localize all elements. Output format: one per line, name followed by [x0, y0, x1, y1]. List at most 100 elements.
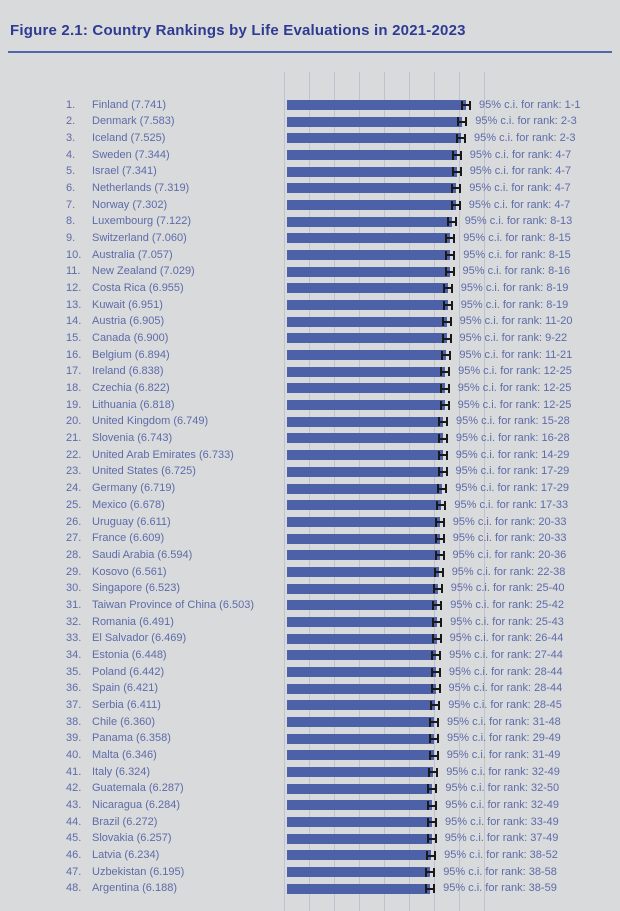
error-bar: [426, 851, 437, 861]
error-bar: [430, 700, 441, 710]
score-bar: [287, 566, 439, 577]
country-score-label: United Arab Emirates (6.733): [92, 448, 234, 461]
ci-rank-label: 95% c.i. for rank: 12-25: [457, 382, 572, 395]
score-bar: [287, 416, 443, 427]
ci-rank-label: 95% c.i. for rank: 38-52: [444, 849, 558, 862]
ci-rank-label: 95% c.i. for rank: 28-44: [448, 665, 563, 678]
error-bar: [451, 183, 462, 193]
error-bar: [432, 584, 443, 594]
score-bar: [287, 550, 440, 561]
country-score-label: Costa Rica (6.955): [92, 281, 184, 294]
country-score-label: Canada (6.900): [92, 332, 169, 345]
country-score-label: Italy (6.324): [92, 765, 151, 778]
ci-rank-label: 95% c.i. for rank: 32-50: [445, 782, 560, 795]
country-score-label: Australia (7.057): [92, 248, 173, 261]
chart-row: 23. United States (6.725) 95% c.i. for ran…: [0, 463, 620, 480]
error-bar: [430, 667, 441, 677]
country-score-label: Luxembourg (7.122): [92, 215, 192, 228]
rank-label: 19.: [66, 398, 82, 411]
score-bar: [287, 450, 443, 461]
chart-row: 48. Argentina (6.188) 95% c.i. for rank: 3…: [0, 880, 620, 897]
error-bar: [438, 417, 448, 427]
chart-row: 21. Slovenia (6.743) 95% c.i. for rank: 16…: [0, 430, 620, 447]
country-score-label: Sweden (7.344): [92, 148, 170, 161]
country-score-label: Spain (6.421): [92, 682, 159, 695]
score-bar: [287, 717, 434, 728]
chart-row: 15. Canada (6.900) 95% c.i. for rank: 9-22: [0, 330, 620, 347]
score-bar: [287, 300, 448, 311]
score-bar: [287, 199, 456, 210]
rank-label: 35.: [66, 665, 82, 678]
error-bar: [441, 350, 452, 360]
score-bar: [287, 333, 447, 344]
country-score-label: Germany (6.719): [92, 482, 176, 495]
score-bar: [287, 466, 443, 477]
country-score-label: Poland (6.442): [92, 665, 165, 678]
error-bar: [446, 217, 457, 227]
chart-row: 41. Italy (6.324) 95% c.i. for rank: 32-49: [0, 764, 620, 781]
figure-title: Figure 2.1: Country Rankings by Life Eva…: [10, 22, 466, 39]
chart-row: 20. United Kingdom (6.749) 95% c.i. for ra…: [0, 413, 620, 430]
score-bar: [287, 750, 434, 761]
error-bar: [429, 734, 439, 744]
score-bar: [287, 483, 443, 494]
chart-row: 44. Brazil (6.272) 95% c.i. for rank: 33-4…: [0, 814, 620, 831]
ci-rank-label: 95% c.i. for rank: 4-7: [468, 198, 571, 211]
score-bar: [287, 283, 448, 294]
ci-rank-label: 95% c.i. for rank: 32-49: [446, 765, 560, 778]
gridline: [459, 72, 460, 911]
score-bar: [287, 850, 432, 861]
title-divider: [8, 51, 612, 53]
score-bar: [287, 616, 438, 627]
country-score-label: Malta (6.346): [92, 749, 157, 762]
error-bar: [433, 567, 444, 577]
error-bar: [434, 517, 445, 527]
chart-row: 38. Chile (6.360) 95% c.i. for rank: 31-48: [0, 714, 620, 731]
rank-label: 15.: [66, 332, 82, 345]
error-bar: [425, 867, 436, 877]
rank-label: 48.: [66, 882, 82, 895]
ci-rank-label: 95% c.i. for rank: 14-29: [455, 448, 570, 461]
rank-label: 42.: [66, 782, 82, 795]
rank-label: 41.: [66, 765, 82, 778]
rank-label: 4.: [66, 148, 76, 161]
country-score-label: Panama (6.358): [92, 732, 171, 745]
chart-row: 29. Kosovo (6.561) 95% c.i. for rank: 22-3…: [0, 564, 620, 581]
chart-row: 47. Uzbekistan (6.195) 95% c.i. for rank: …: [0, 864, 620, 881]
chart-row: 42. Guatemala (6.287) 95% c.i. for rank: 3…: [0, 780, 620, 797]
chart-row: 2. Denmark (7.583) 95% c.i. for rank: 2-3: [0, 113, 620, 130]
ci-rank-label: 95% c.i. for rank: 16-28: [455, 432, 570, 445]
score-bar: [287, 516, 440, 527]
score-bar: [287, 883, 431, 894]
score-bar: [287, 266, 450, 277]
rank-label: 21.: [66, 432, 82, 445]
chart-row: 37. Serbia (6.411) 95% c.i. for rank: 28-4…: [0, 697, 620, 714]
rank-label: 23.: [66, 465, 82, 478]
country-score-label: Latvia (6.234): [92, 849, 160, 862]
score-bar: [287, 800, 433, 811]
ci-rank-label: 95% c.i. for rank: 8-19: [460, 298, 569, 311]
chart-row: 24. Germany (6.719) 95% c.i. for rank: 17-…: [0, 480, 620, 497]
rank-label: 5.: [66, 165, 76, 178]
error-bar: [434, 550, 445, 560]
ci-rank-label: 95% c.i. for rank: 8-13: [464, 215, 573, 228]
rank-label: 7.: [66, 198, 76, 211]
gridline: [484, 72, 485, 911]
country-score-label: Austria (6.905): [92, 315, 165, 328]
country-score-label: Norway (7.302): [92, 198, 168, 211]
chart-row: 19. Lithuania (6.818) 95% c.i. for rank: 1…: [0, 397, 620, 414]
score-bar: [287, 116, 463, 127]
rank-label: 8.: [66, 215, 76, 228]
score-bar: [287, 99, 466, 110]
ci-rank-label: 95% c.i. for rank: 12-25: [458, 365, 572, 378]
score-bar: [287, 250, 451, 260]
ci-rank-label: 95% c.i. for rank: 17-29: [455, 482, 570, 495]
chart-row: 28. Saudi Arabia (6.594) 95% c.i. for rank…: [0, 547, 620, 564]
country-score-label: Kuwait (6.951): [92, 298, 163, 311]
score-bar: [287, 600, 438, 611]
ci-rank-label: 95% c.i. for rank: 4-7: [469, 165, 572, 178]
rank-label: 30.: [66, 582, 82, 595]
ci-rank-label: 95% c.i. for rank: 38-59: [443, 882, 557, 895]
chart-row: 33. El Salvador (6.469) 95% c.i. for rank:…: [0, 630, 620, 647]
